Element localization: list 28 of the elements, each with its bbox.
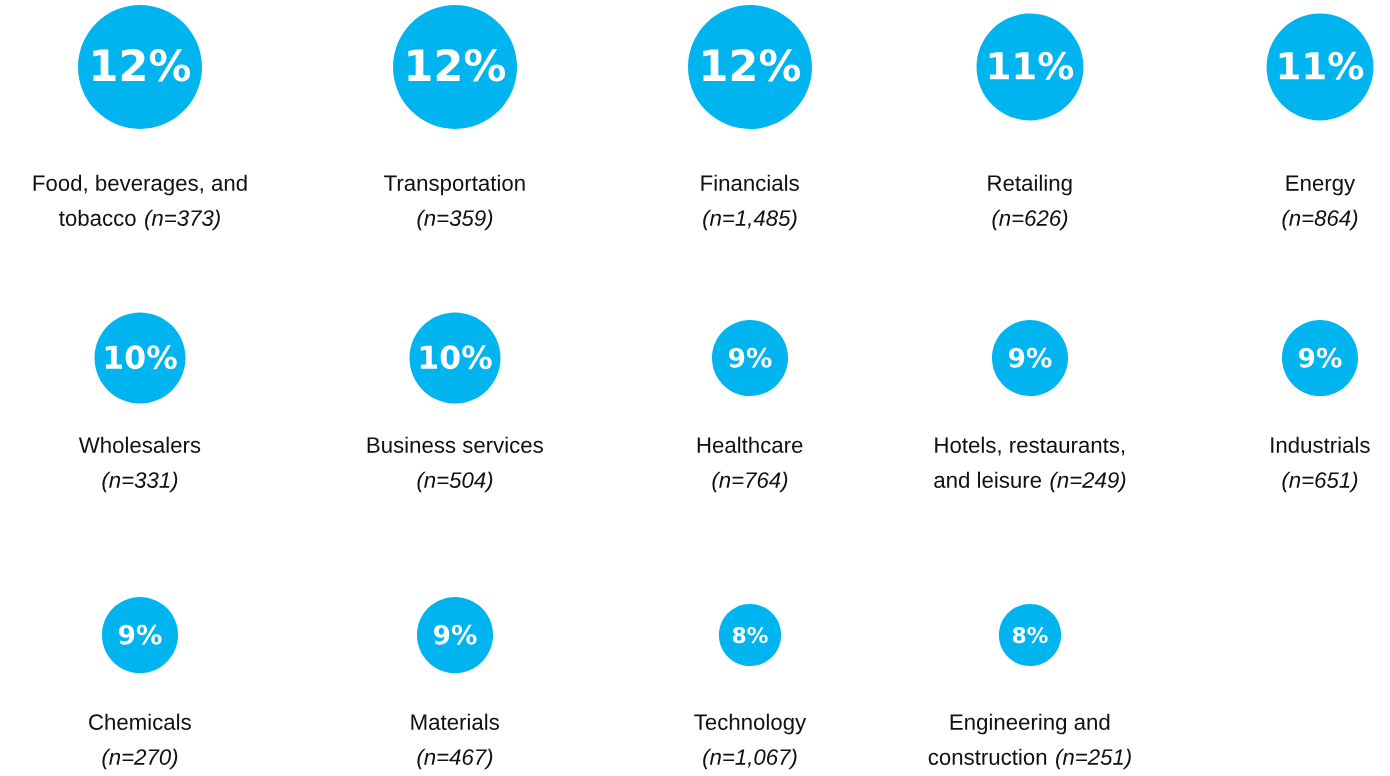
data-label: 9%: [433, 624, 477, 645]
category-label: Transportation (n=359): [384, 174, 525, 231]
category-label: Healthcare (n=764): [697, 436, 803, 493]
data-label: 11%: [1279, 51, 1364, 80]
data-label: 12%: [408, 48, 506, 82]
data-label: 10%: [105, 345, 177, 370]
data-label: 12%: [703, 48, 801, 82]
data-label: 11%: [989, 51, 1074, 80]
data-label: 12%: [93, 48, 191, 82]
data-label: 8%: [732, 626, 768, 644]
category-label: Materials (n=467): [411, 713, 499, 770]
category-label: Industrials (n=651): [1271, 436, 1370, 493]
category-label: Retailing (n=626): [988, 174, 1072, 231]
data-label: 10%: [420, 345, 492, 370]
data-label: 8%: [1012, 626, 1048, 644]
data-label: 9%: [118, 624, 162, 645]
category-label: Technology (n=1,067): [694, 713, 807, 770]
category-label: Chemicals (n=270): [89, 713, 191, 770]
data-label: 9%: [1298, 347, 1342, 368]
category-label: Wholesalers (n=331): [78, 436, 201, 493]
category-label: Engineering and construction (n=251): [928, 713, 1131, 770]
category-label: Hotels, restaurants, and leisure (n=249): [934, 436, 1126, 493]
category-label: Business services (n=504): [367, 436, 543, 493]
category-label: Food, beverages, and tobacco (n=373): [33, 174, 247, 231]
category-label: Energy (n=864): [1282, 175, 1358, 231]
category-label: Financials (n=1,485): [701, 174, 799, 231]
data-label: 9%: [728, 347, 772, 368]
data-label: 9%: [1008, 347, 1052, 368]
